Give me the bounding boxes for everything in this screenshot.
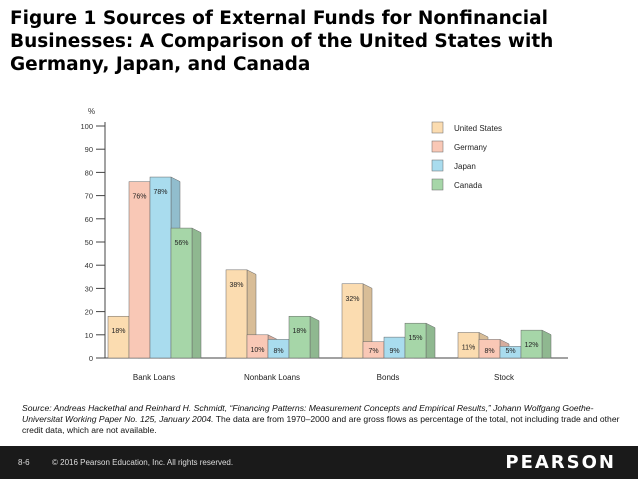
bar-side-canada-3 — [541, 329, 552, 359]
bar-side-canada-2 — [425, 322, 436, 359]
footer-bar: 8-6 © 2016 Pearson Education, Inc. All r… — [0, 446, 638, 479]
source-note: Source: Andreas Hackethal and Reinhard H… — [22, 403, 622, 436]
legend-label-canada: Canada — [454, 181, 483, 190]
data-label: 8% — [273, 348, 283, 355]
bar-canada — [170, 227, 193, 359]
data-label: 11% — [462, 344, 476, 351]
y-tick-label: 50 — [85, 238, 93, 247]
bar-japan — [149, 176, 172, 359]
data-label: 7% — [368, 348, 378, 355]
data-label: 12% — [524, 342, 538, 349]
source-data-note: The data are from 1970–2000 and are gros… — [22, 414, 620, 435]
bar-side-canada-1 — [309, 315, 320, 359]
legend-swatch-united-states — [431, 121, 444, 134]
data-label: 56% — [174, 240, 188, 247]
y-axis-label: % — [88, 107, 95, 116]
y-tick-label: 10 — [85, 331, 93, 340]
legend-swatch-japan — [431, 159, 444, 172]
legend-label-japan: Japan — [454, 162, 476, 171]
copyright-text: © 2016 Pearson Education, Inc. All right… — [52, 458, 234, 467]
x-category-label: Stock — [494, 373, 515, 382]
bar-united-states — [107, 315, 130, 359]
y-tick-label: 90 — [85, 145, 93, 154]
data-label: 10% — [250, 347, 264, 354]
x-category-label: Nonbank Loans — [244, 373, 300, 382]
data-label: 18% — [111, 328, 125, 335]
y-tick-label: 80 — [85, 168, 93, 177]
bar-side-canada-0 — [191, 227, 202, 359]
data-label: 18% — [292, 328, 306, 335]
x-category-label: Bonds — [377, 373, 400, 382]
bar-germany — [128, 181, 151, 359]
data-label: 5% — [505, 348, 515, 355]
figure-title: Figure 1 Sources of External Funds for N… — [10, 8, 554, 75]
legend-swatch-germany — [431, 140, 444, 153]
x-category-label: Bank Loans — [133, 373, 175, 382]
y-tick-label: 0 — [89, 354, 93, 363]
bar-canada — [288, 315, 311, 359]
bar-canada — [404, 322, 427, 359]
bar-united-states — [225, 269, 248, 359]
bar-chart: % 0 10 20 30 40 50 60 70 80 90 100 18% 76% 78% 56% Bank … — [80, 107, 568, 382]
y-tick-label: 30 — [85, 284, 93, 293]
y-tick-label: 60 — [85, 215, 93, 224]
page-number: 8-6 — [18, 458, 30, 467]
y-tick-label: 40 — [85, 261, 93, 270]
y-tick-label: 100 — [80, 122, 93, 131]
pearson-logo: PEARSON — [505, 452, 616, 473]
legend-swatch-canada — [431, 178, 444, 191]
y-tick-label: 20 — [85, 308, 93, 317]
data-label: 15% — [408, 335, 422, 342]
y-tick-label: 70 — [85, 192, 93, 201]
data-label: 76% — [132, 194, 146, 201]
bar-canada — [520, 329, 543, 359]
data-label: 38% — [229, 282, 243, 289]
legend-label-united-states: United States — [454, 124, 502, 133]
data-label: 32% — [345, 296, 359, 303]
data-label: 8% — [484, 348, 494, 355]
data-label: 9% — [389, 348, 399, 355]
bar-united-states — [341, 283, 364, 359]
data-label: 78% — [153, 189, 167, 196]
legend-label-germany: Germany — [454, 143, 487, 152]
source-citation: Source: Andreas Hackethal and Reinhard H… — [22, 403, 594, 424]
